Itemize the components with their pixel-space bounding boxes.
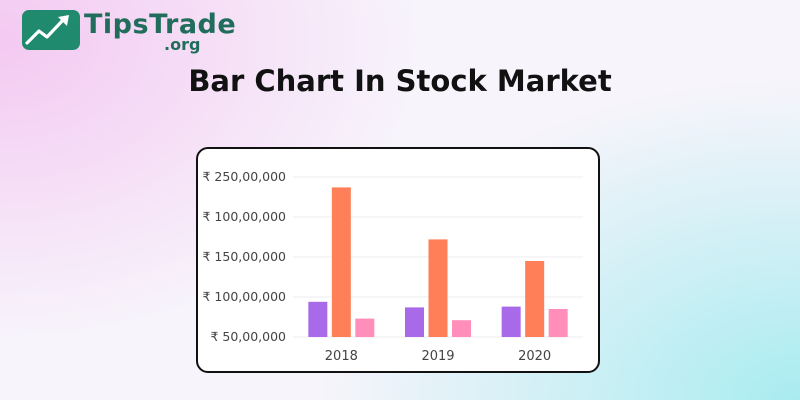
bar-2020-2 (525, 261, 545, 337)
y-tick-label: ₹ 150,00,000 (203, 249, 287, 264)
chart-card: ₹ 250,00,000 ₹ 100,00,000 ₹ 150,00,000 ₹ 10… (196, 147, 600, 373)
y-tick-label: ₹ 50,00,000 (210, 329, 286, 344)
y-tick-label: ₹ 250,00,000 (203, 169, 287, 184)
bar-2019-2 (428, 239, 448, 337)
bar-2020-1 (501, 306, 521, 337)
bar-2018-3 (355, 318, 375, 337)
bar-chart: ₹ 250,00,000 ₹ 100,00,000 ₹ 150,00,000 ₹ 10… (203, 169, 583, 364)
trending-up-chart-icon (22, 10, 80, 50)
bar-2019-1 (405, 307, 424, 337)
bar-2018-1 (308, 301, 328, 337)
bar-2018-2 (331, 187, 351, 337)
x-tick-label: 2020 (518, 349, 551, 364)
bar-2019-3 (452, 320, 471, 337)
x-tick-label: 2018 (325, 349, 358, 364)
logo-name: TipsTrade (84, 9, 237, 40)
y-tick-label: ₹ 100,00,000 (203, 209, 287, 224)
tipstrade-logo[interactable]: TipsTrade .org (22, 9, 236, 54)
x-tick-label: 2019 (421, 349, 454, 364)
y-tick-label: ₹ 100,00,000 (203, 289, 287, 304)
bar-2020-3 (548, 309, 568, 337)
page-title: Bar Chart In Stock Market (188, 64, 612, 98)
logo-tld: .org (164, 35, 201, 54)
